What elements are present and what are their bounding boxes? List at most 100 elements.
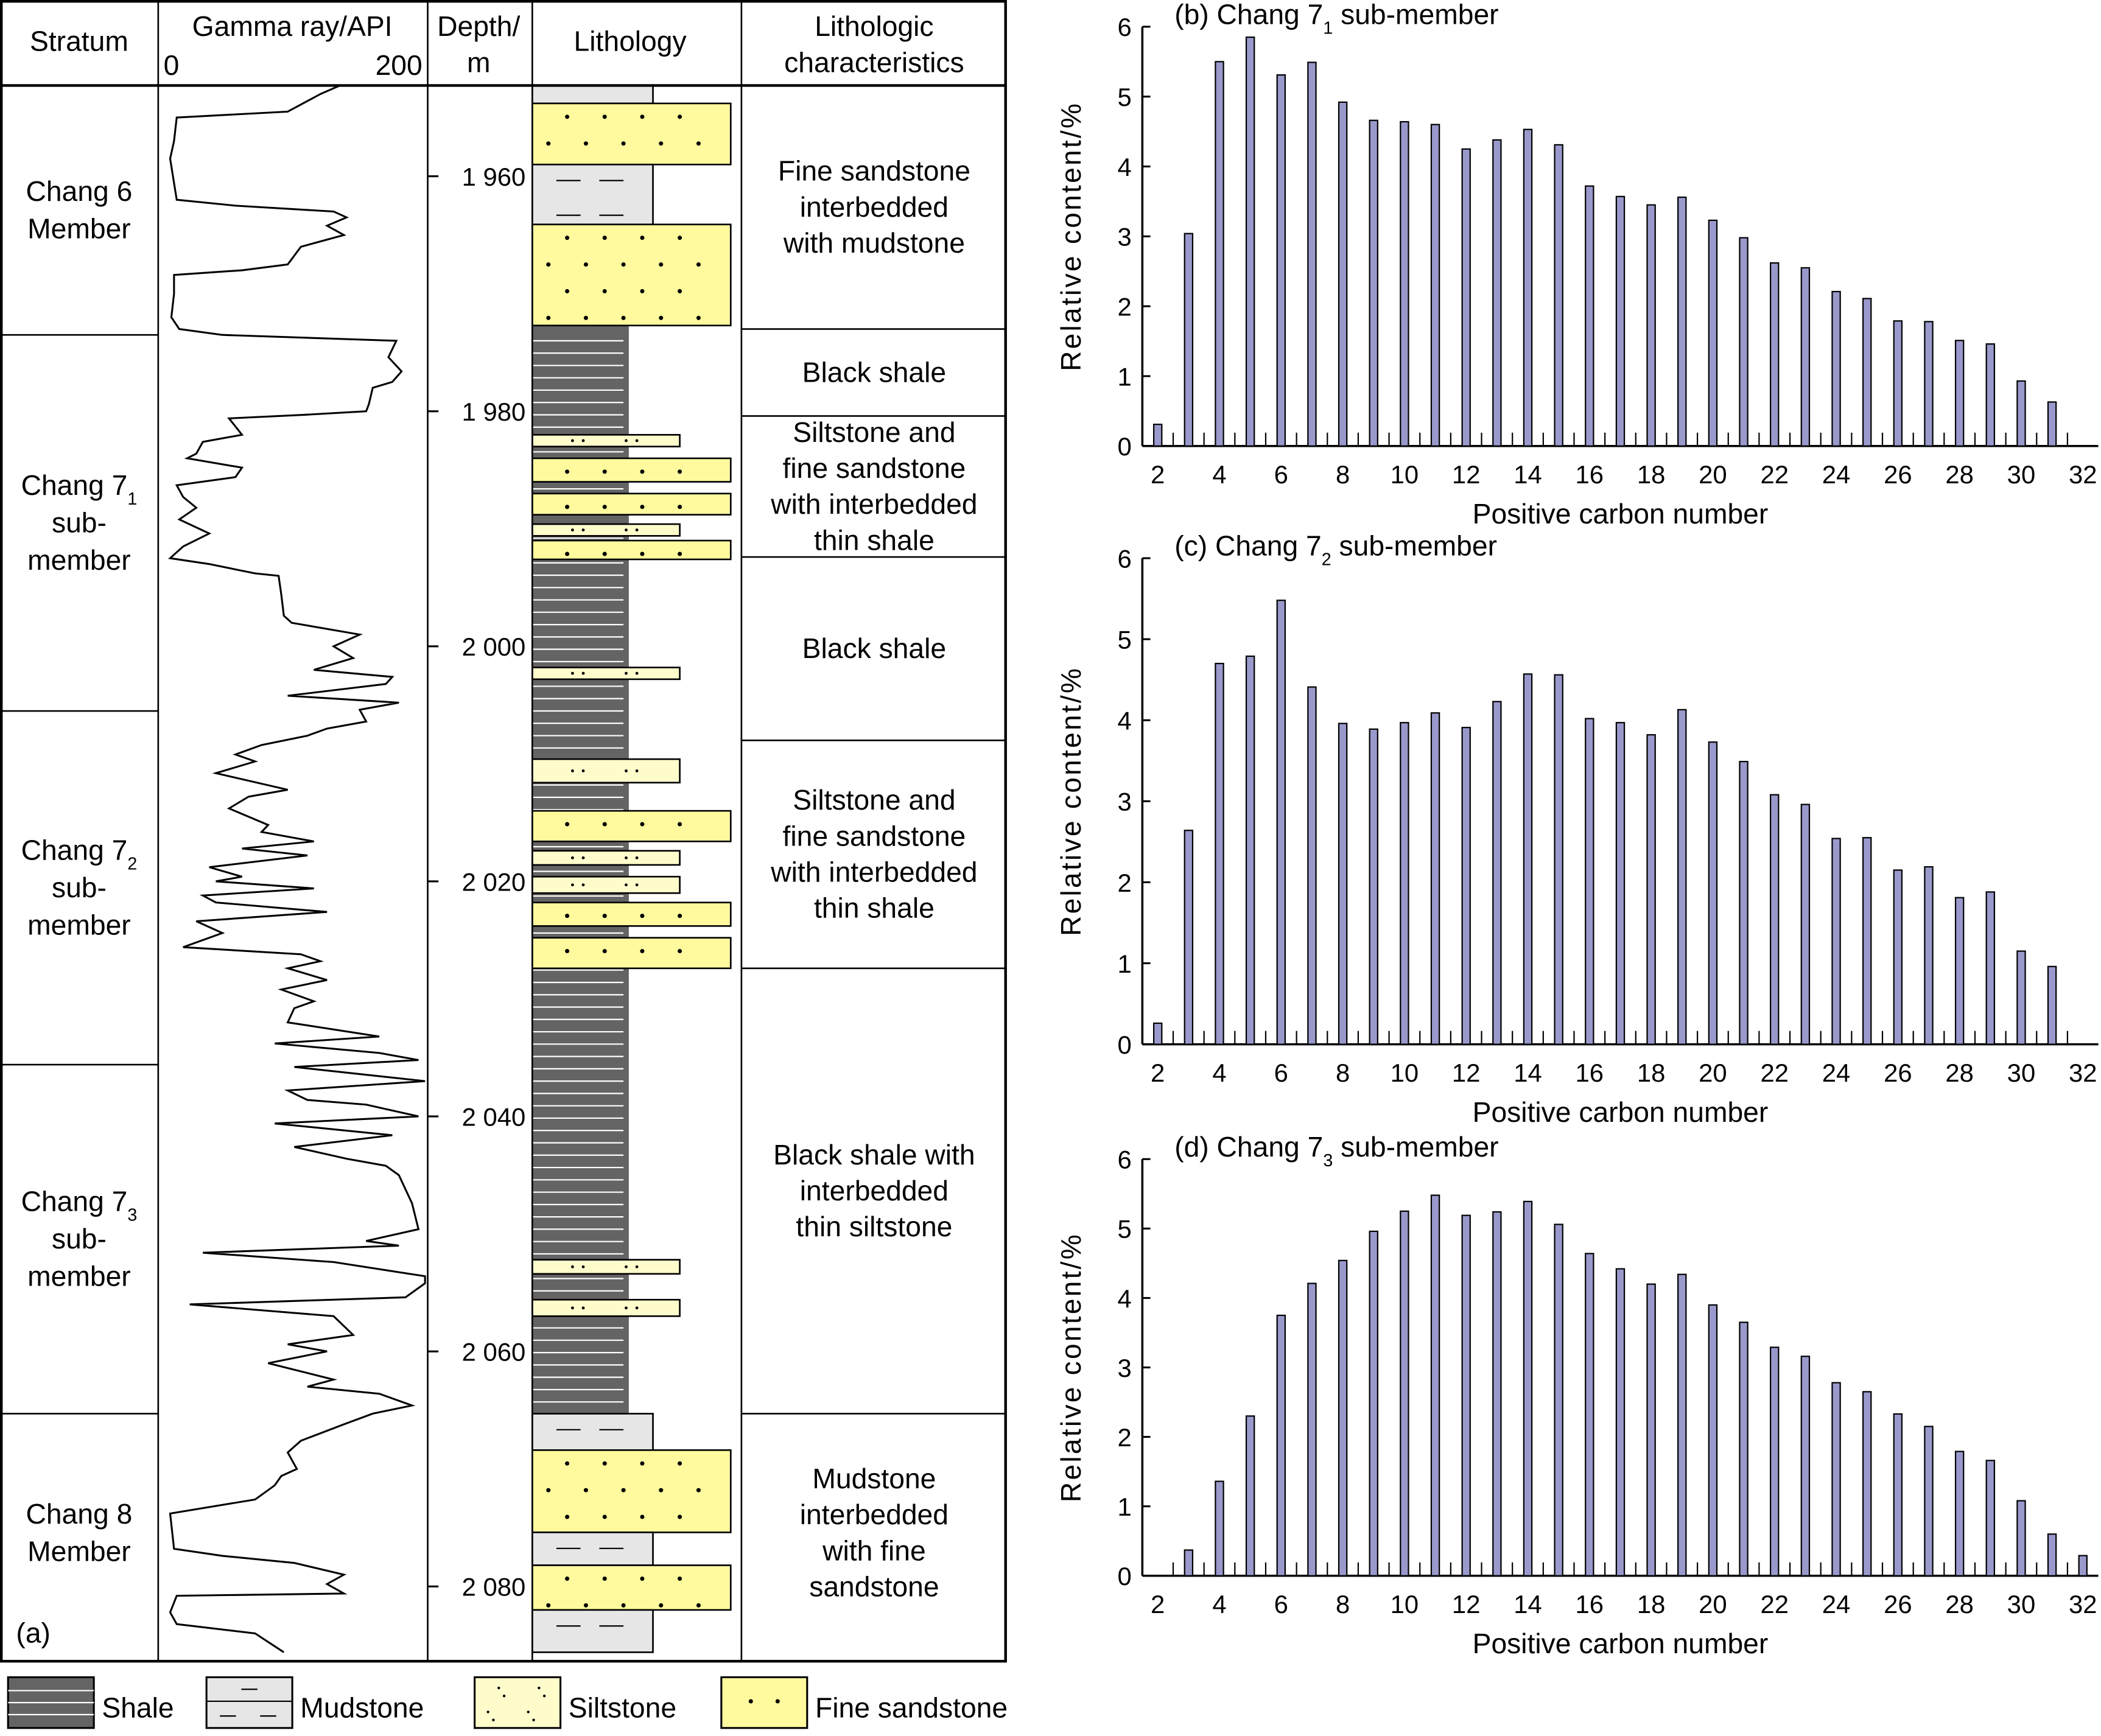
fine-sandstone-bed <box>532 1564 732 1611</box>
x-tick-label: 18 <box>1637 1590 1666 1619</box>
chart-title-subscript: 1 <box>1323 19 1333 38</box>
bar-c19 <box>1677 709 1687 1045</box>
characteristic-cell: Siltstone and fine sandstone with interbed… <box>741 415 1006 556</box>
x-tick-label: 18 <box>1637 1059 1666 1087</box>
characteristic-text: Mudstone <box>812 1463 936 1494</box>
siltstone-bed <box>532 1259 681 1275</box>
siltstone-bed <box>532 523 681 537</box>
y-tick-label: 1 <box>1117 362 1131 391</box>
stratum-label: sub- <box>52 507 107 539</box>
bar-c21 <box>1739 1321 1748 1577</box>
y-tick-label: 0 <box>1117 1031 1131 1059</box>
bar-c7 <box>1307 686 1317 1045</box>
bar-c22 <box>1770 262 1780 447</box>
mudstone-bed <box>532 163 654 226</box>
depth-tick-label: 2 080 <box>462 1573 526 1601</box>
bar-c19 <box>1677 1273 1687 1577</box>
x-tick-label: 14 <box>1513 1590 1542 1619</box>
y-tick-label: 2 <box>1117 293 1131 321</box>
legend-label: Fine sandstone <box>815 1692 1008 1723</box>
y-tick-label: 4 <box>1117 707 1131 735</box>
y-tick-label: 1 <box>1117 950 1131 978</box>
stratum-subscript: 3 <box>127 1206 137 1225</box>
stratum-cell: Chang 8 Member <box>1 1413 158 1567</box>
x-tick-label: 18 <box>1637 460 1666 489</box>
chart-title-suffix: sub-member <box>1331 530 1497 562</box>
stratum-label: member <box>27 1261 131 1292</box>
bar-c20 <box>1708 219 1718 447</box>
stratum-label: Chang 6 <box>26 175 133 207</box>
fine-sandstone-bed <box>532 457 732 483</box>
y-tick-label: 2 <box>1117 1423 1131 1452</box>
bar-c27 <box>1924 321 1934 447</box>
stratum-label: sub- <box>52 1223 107 1255</box>
y-tick-label: 2 <box>1117 869 1131 897</box>
x-tick-label: 20 <box>1699 460 1727 489</box>
bar-c19 <box>1677 196 1687 447</box>
chart-title: (d) Chang 73 sub-member <box>1174 1131 1498 1171</box>
chart-title-prefix: (b) Chang 7 <box>1174 0 1323 30</box>
bar-c27 <box>1924 866 1934 1045</box>
fine-sandstone-bed <box>532 223 732 327</box>
legend-item-siltstone: Siltstone <box>474 1676 676 1729</box>
fine-sandstone-bed <box>532 937 732 970</box>
bar-c30 <box>2016 950 2026 1045</box>
siltstone-bed <box>532 875 681 894</box>
bar-c18 <box>1646 204 1656 447</box>
bar-c24 <box>1831 290 1841 447</box>
header-lithology: Lithology <box>574 25 687 57</box>
stratum-label: Chang 71 <box>21 469 138 509</box>
header-gamma-ray: Gamma ray/API <box>192 10 393 42</box>
mudstone-bed <box>532 1609 654 1653</box>
bar-c16 <box>1585 718 1594 1045</box>
characteristic-text: interbedded <box>800 1175 949 1206</box>
bar-c25 <box>1862 837 1872 1045</box>
bar-c16 <box>1585 1253 1594 1577</box>
characteristic-text: with mudstone <box>783 227 965 259</box>
depth-tick-label: 1 960 <box>462 163 526 191</box>
x-tick-label: 28 <box>1945 1590 1974 1619</box>
characteristic-text: Black shale <box>802 356 946 388</box>
x-tick-label: 28 <box>1945 1059 1974 1087</box>
x-tick-label: 6 <box>1274 1590 1288 1619</box>
fine-sandstone-bed <box>532 810 732 842</box>
lithology-column <box>532 85 732 1653</box>
x-tick-label: 32 <box>2069 1059 2097 1087</box>
bar-c29 <box>1985 891 1996 1045</box>
bar-c23 <box>1800 267 1811 447</box>
depth-tick-label: 2 020 <box>462 867 526 896</box>
bar-c10 <box>1400 121 1409 447</box>
siltstone-bed <box>532 667 681 681</box>
bar-c2 <box>1152 1022 1163 1045</box>
x-tick-label: 8 <box>1336 460 1350 489</box>
x-tick-label: 14 <box>1513 1059 1542 1087</box>
bar-c4 <box>1215 1480 1224 1577</box>
x-tick-label: 12 <box>1452 1590 1481 1619</box>
characteristic-text: thin siltstone <box>796 1211 952 1242</box>
bar-c22 <box>1770 794 1780 1045</box>
legend-swatch <box>205 1676 293 1729</box>
bar-c28 <box>1954 897 1965 1045</box>
chart-title-subscript: 3 <box>1323 1151 1333 1171</box>
chart-title-prefix: (c) Chang 7 <box>1174 530 1322 562</box>
y-tick-label: 5 <box>1117 1215 1131 1244</box>
legend-item-mudstone: Mudstone <box>205 1676 424 1729</box>
x-tick-label: 24 <box>1822 1590 1851 1619</box>
bar-c10 <box>1400 1210 1409 1577</box>
x-tick-label: 16 <box>1576 1590 1604 1619</box>
bar-c17 <box>1615 722 1626 1045</box>
chart-title-suffix: sub-member <box>1333 1131 1498 1163</box>
bar-c14 <box>1523 1200 1533 1577</box>
header-characteristics-line2: characteristics <box>784 47 964 79</box>
x-tick-label: 10 <box>1391 1590 1419 1619</box>
bar-c15 <box>1554 674 1563 1045</box>
y-tick-label: 4 <box>1117 1284 1131 1313</box>
x-tick-label: 16 <box>1576 460 1604 489</box>
bar-c20 <box>1708 741 1718 1045</box>
stratum-label: member <box>27 909 131 940</box>
fine-sandstone-bed <box>532 539 732 561</box>
x-tick-label: 4 <box>1212 1590 1226 1619</box>
bar-c25 <box>1862 1391 1872 1577</box>
characteristic-text: interbedded <box>800 1499 949 1530</box>
